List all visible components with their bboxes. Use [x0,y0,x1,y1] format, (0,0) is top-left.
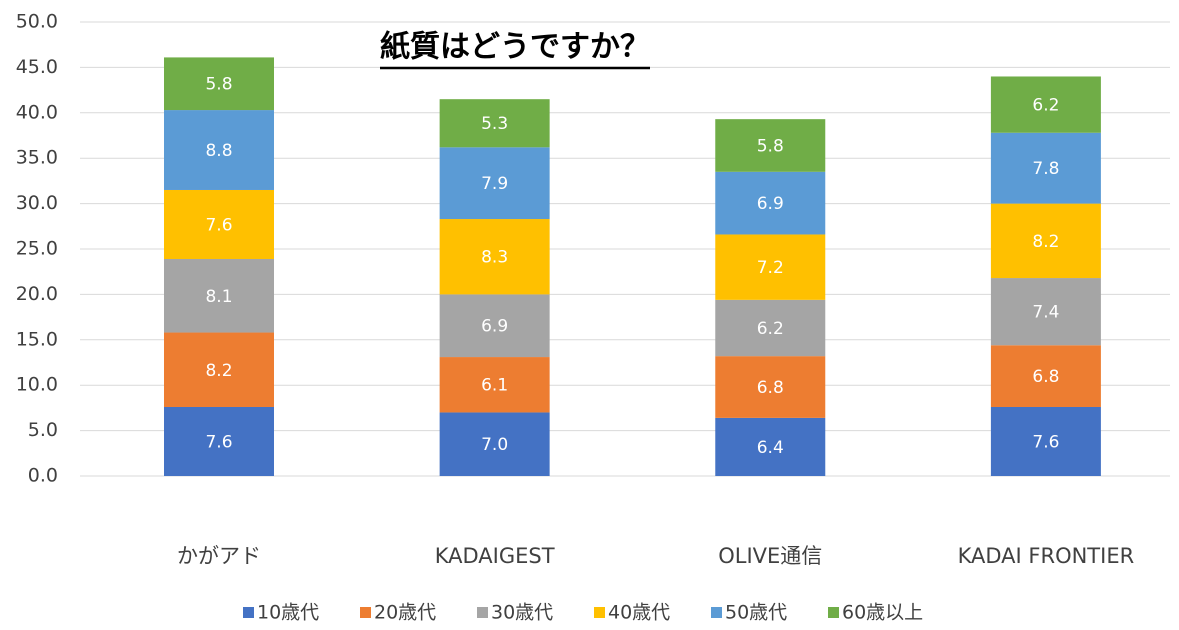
y-tick-label: 0.0 [28,465,58,487]
data-label: 6.9 [757,194,784,214]
bar-segment [439,357,550,413]
legend-label: 10歳代 [257,602,319,624]
data-label: 7.6 [1032,432,1059,452]
bar-segment [990,406,1101,476]
data-label: 7.8 [1032,159,1059,179]
data-label: 7.2 [757,258,784,278]
y-tick-label: 40.0 [16,101,58,123]
data-label: 6.8 [1032,367,1059,387]
data-label: 5.3 [481,114,508,134]
bar-segment [715,417,826,476]
legend-swatch [477,607,488,618]
data-label: 8.3 [481,248,508,268]
bar-segment [439,219,550,295]
data-label: 7.6 [205,432,232,452]
y-tick-label: 5.0 [28,419,58,441]
bar-segment [439,294,550,358]
bar-segment [990,203,1101,279]
data-label: 8.2 [205,361,232,381]
legend-swatch [360,607,371,618]
data-label: 7.0 [481,435,508,455]
bar-segment [715,119,826,172]
data-label: 5.8 [757,136,784,156]
y-tick-label: 15.0 [16,328,58,350]
data-label: 6.4 [757,438,784,458]
chart-title: 紙質はどうですか？ [380,30,650,65]
bar-segment [715,356,826,418]
legend-label: 60歳以上 [842,602,923,624]
bar-segment [990,76,1101,133]
data-label: 6.9 [481,317,508,337]
y-tick-label: 10.0 [16,374,58,396]
legend-swatch [594,607,605,618]
y-tick-label: 35.0 [16,147,58,169]
bar-segment [715,299,826,357]
legend-swatch [243,607,254,618]
bar-segment [439,412,550,476]
y-tick-label: 50.0 [16,11,58,33]
bar-segment [990,132,1101,204]
legend-label: 30歳代 [491,602,553,624]
x-tick-label: KADAIGEST [435,544,555,568]
bar-segment [715,234,826,300]
legend-label: 50歳代 [725,602,787,624]
legend-label: 20歳代 [374,602,436,624]
y-tick-label: 25.0 [16,238,58,260]
data-label: 6.2 [1032,96,1059,116]
data-label: 8.2 [1032,232,1059,252]
x-tick-label: KADAI FRONTIER [958,544,1135,568]
bar-segment [439,147,550,220]
data-label: 8.8 [205,141,232,161]
x-tick-label: OLIVE通信 [718,544,822,568]
data-label: 7.4 [1032,303,1059,323]
data-label: 6.2 [757,319,784,339]
bar-segment [164,189,274,259]
legend-label: 40歳代 [608,602,670,624]
legend-swatch [711,607,722,618]
data-label: 5.8 [205,75,232,95]
bar-segment [715,171,826,235]
bar-segment [164,110,274,190]
bar-segment [164,258,274,333]
data-label: 6.1 [481,376,508,396]
data-label: 7.9 [481,174,508,194]
x-tick-label: かがアド [177,544,261,568]
y-tick-label: 20.0 [16,283,58,305]
data-label: 7.6 [205,215,232,235]
legend-swatch [828,607,839,618]
data-label: 6.8 [757,378,784,398]
data-label: 8.1 [205,287,232,307]
y-tick-label: 45.0 [16,56,58,78]
bar-segment [439,99,550,148]
bar-segment [990,345,1101,407]
bar-segment [164,406,274,476]
y-tick-label: 30.0 [16,192,58,214]
bar-segment [990,278,1101,346]
bar-segment [164,57,274,111]
bar-segment [164,332,274,407]
